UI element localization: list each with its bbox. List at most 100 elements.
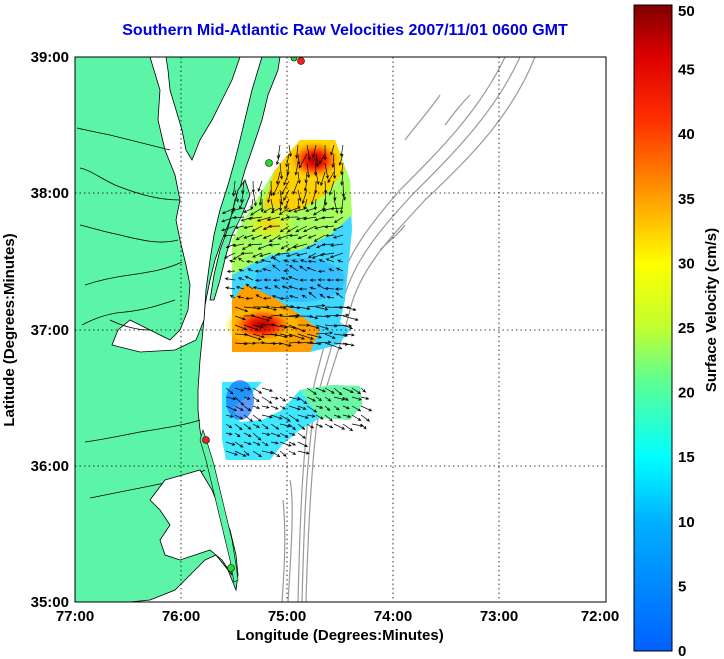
velocity-arrow <box>342 414 352 418</box>
velocity-arrow <box>335 267 344 272</box>
velocity-arrow <box>315 331 334 335</box>
velocity-arrow <box>273 285 281 290</box>
velocity-arrow <box>260 198 264 213</box>
velocity-arrow <box>270 207 281 214</box>
velocity-arrow <box>297 306 311 311</box>
velocity-arrow <box>306 144 311 161</box>
velocity-arrow <box>252 324 264 329</box>
velocity-arrow <box>289 265 299 272</box>
velocity-arrow <box>261 405 270 409</box>
velocity-arrow <box>315 423 324 428</box>
velocity-arrow <box>360 396 370 400</box>
velocity-arrow <box>279 396 287 402</box>
velocity-arrow <box>360 387 366 393</box>
velocity-arrow <box>270 306 287 310</box>
velocity-arrow <box>252 333 265 339</box>
velocity-arrow <box>264 286 272 290</box>
velocity-arrow <box>333 324 353 328</box>
velocity-arrow <box>319 153 326 165</box>
velocity-arrow <box>297 405 307 410</box>
radar-site-delmarva <box>265 159 273 167</box>
velocity-arrow <box>308 291 317 299</box>
velocity-arrow <box>324 286 335 291</box>
velocity-arrow <box>306 243 317 249</box>
velocity-arrow <box>283 189 290 202</box>
velocity-field <box>221 138 373 460</box>
velocity-arrow <box>271 295 281 299</box>
velocity-arrow <box>324 387 335 394</box>
colorbar-gradient <box>633 4 673 652</box>
velocity-arrow <box>247 216 263 221</box>
velocity-arrow <box>333 414 342 419</box>
velocity-arrow <box>270 450 281 458</box>
velocity-arrow <box>288 333 305 340</box>
velocity-arrow <box>315 405 324 409</box>
velocity-arrow <box>306 266 317 272</box>
velocity-arrow <box>232 243 245 248</box>
velocity-arrow <box>263 278 272 282</box>
velocity-arrow <box>301 189 308 205</box>
velocity-arrow <box>306 303 326 308</box>
velocity-arrow <box>288 414 300 422</box>
velocity-arrow <box>252 432 262 441</box>
velocity-arrow <box>288 441 297 446</box>
velocity-arrow <box>234 387 245 392</box>
velocity-arrow <box>315 171 320 185</box>
velocity-arrow <box>243 432 252 437</box>
velocity-arrow <box>326 278 334 282</box>
velocity-arrow <box>342 396 349 401</box>
velocity-arrow <box>229 295 236 299</box>
velocity-arrow <box>243 234 254 239</box>
velocity-arrow <box>243 423 252 430</box>
velocity-arrow <box>234 432 241 438</box>
plot-frame <box>74 56 607 603</box>
velocity-arrow <box>323 144 327 161</box>
velocity-arrow <box>252 441 261 446</box>
velocity-arrow <box>342 333 355 337</box>
velocity-arrow <box>261 441 269 446</box>
velocity-arrow <box>225 396 237 401</box>
velocity-arrow <box>244 296 254 301</box>
velocity-arrow <box>251 225 263 232</box>
velocity-arrow <box>279 189 284 206</box>
velocity-arrow <box>306 405 318 413</box>
velocity-arrow <box>247 268 254 272</box>
velocity-arrow <box>261 396 273 404</box>
velocity-arrow <box>243 396 251 400</box>
velocity-arrow <box>261 423 269 430</box>
velocity-arrow <box>303 198 308 210</box>
velocity-arrow <box>306 333 323 339</box>
velocity-arrow <box>317 269 326 273</box>
radar-site-hatteras <box>227 564 235 572</box>
velocity-arrow <box>272 278 281 282</box>
velocity-arrow <box>307 234 317 239</box>
velocity-arrow <box>309 286 317 290</box>
velocity-arrow <box>333 396 346 401</box>
velocity-arrow <box>234 189 239 203</box>
velocity-arrow <box>234 225 245 229</box>
velocity-arrow <box>255 294 263 299</box>
velocity-arrow <box>243 441 252 446</box>
velocity-arrow <box>313 198 318 211</box>
velocity-arrow <box>286 225 299 233</box>
velocity-arrow <box>325 258 335 263</box>
velocity-arrow <box>342 315 359 321</box>
y-axis: 39:00 38:00 37:00 36:00 35:00 Latitude (… <box>1 49 69 611</box>
velocity-arrow <box>252 286 263 290</box>
velocity-arrow <box>245 259 254 264</box>
velocity-arrow <box>342 342 355 347</box>
velocity-arrow <box>243 387 252 391</box>
velocity-arrow <box>306 396 317 402</box>
velocity-arrow <box>276 171 281 185</box>
velocity-arrow <box>303 225 317 233</box>
y-tick-label: 38:00 <box>31 185 69 202</box>
velocity-arrow <box>326 295 335 299</box>
velocity-arrow <box>237 257 245 263</box>
velocity-arrow <box>289 294 299 299</box>
velocity-arrow <box>229 259 236 263</box>
velocity-arrow <box>286 243 299 251</box>
velocity-arrow <box>254 260 263 264</box>
velocity-arrow <box>261 387 274 392</box>
velocity-arrow <box>337 259 344 263</box>
velocity-arrow <box>221 225 236 232</box>
